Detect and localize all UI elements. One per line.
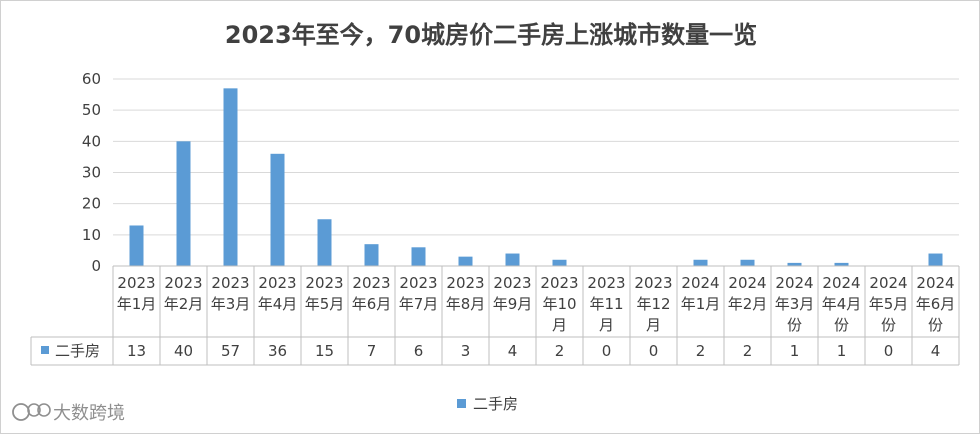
category-label: 2024 年2月	[728, 274, 768, 313]
category-label: 2023 年3月	[211, 274, 251, 313]
data-value-cell: 0	[884, 342, 894, 360]
watermark: 大数跨境	[12, 403, 125, 424]
category-label: 2023 年9月	[493, 274, 533, 313]
data-value-cell: 15	[315, 342, 334, 360]
y-tick-label: 60	[82, 70, 101, 88]
data-value-cell: 1	[790, 342, 800, 360]
category-label: 2024 年5月份	[869, 274, 909, 334]
bar	[129, 225, 144, 266]
category-label: 2024 年3月份	[775, 274, 815, 334]
bar	[928, 253, 943, 266]
data-value-cell: 4	[508, 342, 518, 360]
bar	[458, 256, 473, 266]
y-tick-label: 30	[82, 164, 101, 182]
category-label: 2023 年8月	[446, 274, 486, 313]
category-label: 2023 年4月	[258, 274, 298, 313]
legend-label: 二手房	[473, 395, 518, 413]
bar	[693, 259, 708, 266]
gridlines	[113, 78, 959, 236]
bar	[505, 253, 520, 266]
watermark-text: 大数跨境	[53, 403, 125, 424]
data-value-cell: 1	[837, 342, 847, 360]
series-name-cell: 二手房	[55, 342, 100, 360]
category-label: 2023 年7月	[399, 274, 439, 313]
y-axis: 0 10 20 30 40 50 60	[82, 70, 101, 275]
category-label: 2023 年10 月	[540, 274, 578, 334]
data-value-cell: 0	[649, 342, 659, 360]
data-value-cell: 4	[931, 342, 941, 360]
data-value-cell: 2	[555, 342, 565, 360]
y-tick-label: 10	[82, 226, 101, 244]
data-value-cell: 6	[414, 342, 424, 360]
bar	[176, 141, 191, 266]
data-value-cell: 2	[696, 342, 706, 360]
category-label: 2023 年11 月	[587, 274, 625, 334]
data-value-cell: 2	[743, 342, 753, 360]
data-value-cell: 57	[221, 342, 240, 360]
legend-swatch	[457, 399, 466, 408]
category-label: 2024 年4月份	[822, 274, 862, 334]
y-tick-label: 50	[82, 101, 101, 119]
bar	[552, 259, 567, 266]
y-tick-label: 40	[82, 132, 101, 150]
y-tick-label: 0	[91, 257, 101, 275]
bars	[129, 88, 943, 266]
category-label: 2024 年1月	[681, 274, 721, 313]
data-value-cell: 36	[268, 342, 287, 360]
weibo-logo-icon	[12, 403, 51, 421]
bar	[834, 262, 849, 266]
bar	[317, 219, 332, 266]
category-label: 2023 年6月	[352, 274, 392, 313]
data-value-cell: 7	[367, 342, 377, 360]
bar	[411, 247, 426, 266]
data-value-cell: 0	[602, 342, 612, 360]
bar	[364, 244, 379, 266]
category-label: 2023 年12 月	[634, 274, 672, 334]
data-value-cell: 40	[174, 342, 193, 360]
chart-title: 2023年至今，70城房价二手房上涨城市数量一览	[225, 21, 757, 49]
category-label: 2023 年2月	[164, 274, 204, 313]
bar	[740, 259, 755, 266]
data-value-cell: 13	[127, 342, 146, 360]
bar	[787, 262, 802, 266]
category-label: 2023 年1月	[117, 274, 157, 313]
bar	[270, 153, 285, 266]
data-value-cell: 3	[461, 342, 471, 360]
y-tick-label: 20	[82, 195, 101, 213]
legend: 二手房	[457, 395, 518, 413]
category-label: 2023 年5月	[305, 274, 345, 313]
series-key-swatch	[41, 346, 49, 354]
bar	[223, 88, 238, 266]
category-label: 2024 年6月份	[916, 274, 956, 334]
